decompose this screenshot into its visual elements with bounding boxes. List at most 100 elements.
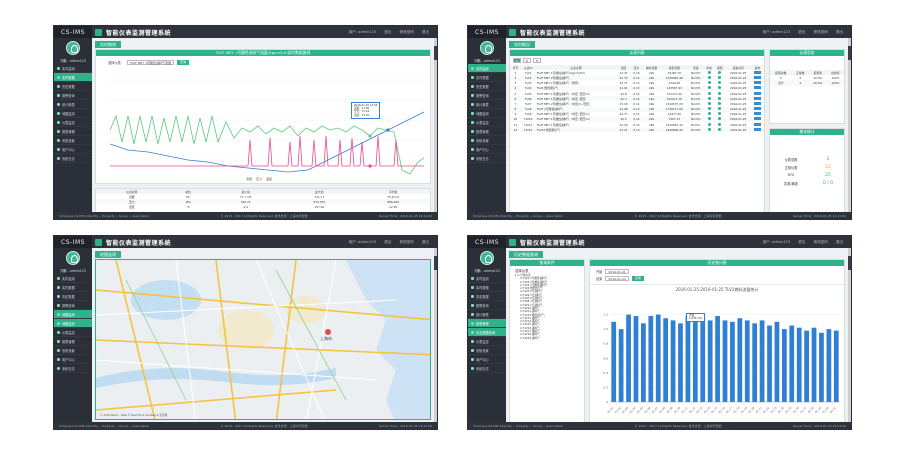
menu-item[interactable]: 统计报表: [468, 310, 506, 319]
page-chip[interactable]: 1: [513, 58, 521, 63]
scrollbar[interactable]: [434, 38, 437, 212]
scrollbar[interactable]: [848, 248, 851, 422]
tree-item[interactable]: ☑ TLV4 燃烧用空气: [520, 287, 544, 291]
tree-item[interactable]: ☑ TLV9 1号进料气: [520, 303, 543, 307]
avatar[interactable]: [480, 41, 494, 55]
scrollbar[interactable]: [848, 38, 851, 212]
detail-button[interactable]: [751, 127, 764, 133]
avatar[interactable]: [66, 41, 80, 55]
menu-item[interactable]: 系统日志: [468, 154, 506, 163]
menu-subitem[interactable]: 历史数据查询: [468, 328, 506, 337]
top-link[interactable]: 用户: admin123: [348, 239, 377, 244]
menu-item[interactable]: 历史数据: [54, 82, 92, 91]
legend-item[interactable]: 压力: [256, 177, 263, 181]
tree-item[interactable]: ☑ TLV11 进料气: [520, 310, 540, 314]
detail-button[interactable]: [751, 101, 764, 106]
top-link[interactable]: 修改密码: [399, 29, 414, 34]
menu-item[interactable]: 报警查询: [468, 301, 506, 310]
home-icon[interactable]: [95, 28, 102, 36]
legend-item[interactable]: 温度: [266, 177, 273, 181]
menu-item[interactable]: 报表管理: [468, 127, 506, 136]
menu-item[interactable]: 报警查询: [54, 301, 92, 310]
query-button[interactable]: 查询: [631, 276, 644, 281]
query-button[interactable]: 查询: [177, 60, 190, 65]
tree-item[interactable]: ☑ TLV18 进料气: [520, 333, 540, 337]
tree-item[interactable]: ☑ TLV8 1号进料气: [520, 300, 543, 304]
tree-item[interactable]: ☑ TLV17 进料气: [520, 330, 540, 334]
top-link[interactable]: 修改密码: [813, 29, 828, 34]
top-link[interactable]: 用户: admin123: [762, 29, 791, 34]
tab-overview[interactable]: 实时概况: [509, 41, 535, 48]
detail-button[interactable]: [751, 70, 764, 75]
menu-item[interactable]: 统计报表: [54, 100, 92, 109]
meter-select[interactable]: TLVF MEY 1号酸性进料气流量: [126, 60, 175, 65]
menu-item[interactable]: 仪表监控: [468, 337, 506, 346]
tree-item[interactable]: ☑ TLV1 1号酸性进料气: [520, 277, 548, 281]
end-date-input[interactable]: 2016-01-24: [605, 276, 629, 281]
detail-button[interactable]: [751, 122, 764, 127]
top-link[interactable]: 退出: [421, 29, 429, 34]
menu-item[interactable]: 报表管理: [54, 337, 92, 346]
page-chip[interactable]: 2: [522, 58, 531, 63]
tab-realtime-curve[interactable]: 实时曲线: [95, 41, 121, 48]
detail-button[interactable]: [751, 75, 764, 81]
detail-button[interactable]: [751, 81, 764, 86]
menu-item[interactable]: 报警查询: [54, 91, 92, 100]
menu-item[interactable]: 报表管理: [468, 319, 506, 328]
menu-item[interactable]: 用户中心: [54, 145, 92, 154]
tree-item[interactable]: ☑ TLV15 进料气: [520, 323, 540, 327]
menu-item[interactable]: 系统日志: [54, 154, 92, 163]
top-link[interactable]: 用户: admin123: [348, 29, 377, 34]
menu-item[interactable]: 实时数据: [468, 73, 506, 82]
tree-item[interactable]: ☑ TLV13 进料气: [520, 316, 540, 320]
menu-item[interactable]: 系统日志: [54, 364, 92, 373]
top-link[interactable]: 退出: [835, 29, 843, 34]
tab-map[interactable]: 地图监测: [95, 251, 121, 258]
page-chip[interactable]: 3: [532, 58, 541, 63]
menu-item[interactable]: 地图监测: [54, 109, 92, 118]
avatar[interactable]: [480, 251, 494, 265]
menu-item[interactable]: 报表管理: [54, 127, 92, 136]
tree-item[interactable]: ☑ TLV14 进料气: [520, 320, 540, 324]
detail-button[interactable]: [751, 96, 764, 102]
scrollbar[interactable]: [434, 248, 437, 422]
menu-item[interactable]: 历史数据: [54, 292, 92, 301]
menu-item[interactable]: 实时数据: [54, 283, 92, 292]
tree-item[interactable]: ☑ TLV16 进料气: [520, 326, 540, 330]
menu-item[interactable]: 实时监测: [468, 274, 506, 283]
menu-item[interactable]: 实时监测: [468, 64, 506, 73]
menu-subitem[interactable]: 地图监测: [54, 319, 92, 328]
home-icon[interactable]: [509, 28, 516, 36]
menu-item[interactable]: 系统设置: [468, 136, 506, 145]
start-date-input[interactable]: 2016-01-01: [605, 269, 629, 274]
tree-item[interactable]: ☑ TLV19 进料气: [520, 336, 540, 340]
tree-item[interactable]: ☑ TLV6 1号进料气: [520, 293, 543, 297]
menu-item[interactable]: 系统设置: [54, 136, 92, 145]
detail-button[interactable]: [751, 91, 764, 96]
top-link[interactable]: 退出: [384, 239, 392, 244]
menu-item[interactable]: 实时监测: [54, 64, 92, 73]
menu-item[interactable]: 历史数据: [468, 82, 506, 91]
detail-button[interactable]: [751, 112, 764, 117]
tree-item[interactable]: ☑ TLV2 2号酸性进料气: [520, 280, 548, 284]
top-link[interactable]: 退出: [835, 239, 843, 244]
menu-item[interactable]: 实时数据: [54, 73, 92, 82]
tab-history[interactable]: 历史数据查询: [509, 251, 543, 258]
menu-item[interactable]: 系统日志: [468, 364, 506, 373]
menu-item[interactable]: 地图监测: [54, 310, 92, 319]
detail-button[interactable]: [751, 85, 764, 91]
top-link[interactable]: 退出: [421, 239, 429, 244]
menu-item[interactable]: 系统设置: [54, 346, 92, 355]
top-link[interactable]: 退出: [798, 239, 806, 244]
menu-item[interactable]: 用户中心: [468, 355, 506, 364]
tree-item[interactable]: ☑ TLV10 进料气: [520, 306, 540, 310]
top-link[interactable]: 用户: admin123: [762, 239, 791, 244]
menu-item[interactable]: 统计报表: [468, 100, 506, 109]
avatar[interactable]: [66, 251, 80, 265]
home-icon[interactable]: [95, 238, 102, 246]
map-canvas[interactable]: [96, 260, 431, 420]
menu-item[interactable]: 实时监测: [54, 274, 92, 283]
tree-item[interactable]: ☑ TLV12 燃烧用空气: [520, 313, 545, 317]
tree-item[interactable]: ☑ TLV7 2号进料气: [520, 297, 543, 301]
top-link[interactable]: 修改密码: [813, 239, 828, 244]
